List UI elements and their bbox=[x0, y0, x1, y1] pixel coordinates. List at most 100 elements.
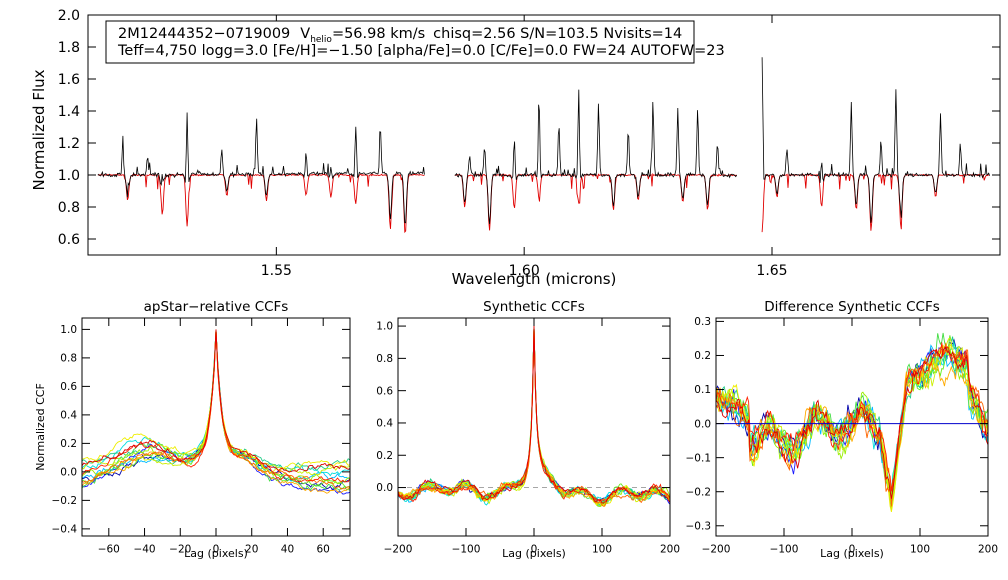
spectrum-ytick-label: 1.0 bbox=[58, 168, 80, 184]
synthetic-ccf-xtick-label: 100 bbox=[592, 544, 612, 556]
synthetic-ccf-ytick-label: 0.2 bbox=[376, 450, 393, 462]
apstar-ccf-xtick-label: −60 bbox=[98, 544, 120, 556]
apstar-ccf-xtick-label: 20 bbox=[245, 544, 258, 556]
difference-ccf-title: Difference Synthetic CCFs bbox=[764, 299, 940, 315]
apstar-ccf-ytick-label: −0.2 bbox=[52, 495, 78, 507]
spectrum-ytick-label: 1.4 bbox=[58, 104, 80, 120]
difference-ccf-series bbox=[716, 332, 988, 513]
apstar-ccf-panel: −60 −40 −20 0 20 40 60 −0.4 −0.2 0.0 0.2 0.4 0.6 0.8 1… bbox=[34, 299, 351, 560]
v-subscript: helio bbox=[310, 35, 332, 45]
observed-spectrum-series bbox=[97, 57, 990, 225]
synthetic-ccf-line bbox=[398, 326, 670, 506]
v-label: V bbox=[300, 26, 310, 42]
annotation-box bbox=[105, 20, 695, 64]
apstar-ccf-line bbox=[82, 329, 350, 483]
apstar-ccf-ytick-label: 0.6 bbox=[60, 381, 77, 393]
synthetic-ccf-title: Synthetic CCFs bbox=[483, 299, 585, 315]
observed-spectrum-line bbox=[761, 57, 990, 223]
apstar-ccf-line bbox=[82, 330, 350, 471]
apstar-ccf-xtick-label: −20 bbox=[169, 544, 191, 556]
synthetic-ccf-line bbox=[398, 326, 670, 504]
apstar-ccf-series bbox=[82, 329, 350, 495]
synthetic-ccf-line bbox=[398, 326, 670, 508]
model-spectrum-line bbox=[454, 173, 737, 231]
apstar-ccf-ytick-label: 0.4 bbox=[60, 410, 77, 422]
apstar-ccf-xtick-label: 60 bbox=[317, 544, 330, 556]
spectrum-plot-frame bbox=[87, 14, 1001, 256]
difference-ccf-xtick-label: −200 bbox=[702, 544, 731, 556]
difference-ccf-ticks: −200 −100 0 100 200 −0.3 −0.2 −0.1 0.0 0.1 0.2 0.3 bbox=[686, 316, 999, 555]
synthetic-ccf-panel: −200 −100 0 100 200 0.0 0.2 0.4 0.6 0.8 1.0 Synthe… bbox=[376, 299, 680, 560]
apstar-ccf-title: apStar−relative CCFs bbox=[144, 299, 289, 315]
synthetic-ccf-line bbox=[398, 326, 670, 507]
spectrum-ytick-label: 2.0 bbox=[58, 8, 80, 24]
apstar-ccf-frame bbox=[81, 317, 351, 537]
v-value: =56.98 km/s bbox=[332, 26, 425, 42]
difference-ccf-line bbox=[716, 347, 988, 502]
synthetic-ccf-line bbox=[398, 326, 670, 507]
fit-stats: chisq=2.56 S/N=103.5 Nvisits=14 bbox=[433, 26, 682, 42]
spectrum-xtick-label: 1.55 bbox=[261, 263, 292, 279]
spectrum-panel: 1.55 1.60 1.65 0.6 0.8 1.0 1.2 1.4 1.6 1.8 2.0 2M1… bbox=[30, 8, 1001, 288]
difference-ccf-panel: −200 −100 0 100 200−0.3−0.2−0.10.00.10.20.3 … bbox=[686, 299, 999, 560]
synthetic-ccf-ytick-label: 1.0 bbox=[376, 321, 393, 333]
difference-ccf-xtick-label: 200 bbox=[978, 544, 998, 556]
synthetic-ccf-ytick-label: 0.0 bbox=[376, 482, 393, 494]
apstar-ccf-ytick-label: 0.2 bbox=[60, 438, 77, 450]
synthetic-ccf-line bbox=[398, 326, 670, 505]
synthetic-ccf-xtick-label: −200 bbox=[384, 544, 413, 556]
apstar-ccf-xtick-label: −40 bbox=[133, 544, 155, 556]
difference-ccf-x-label: Lag (pixels) bbox=[820, 547, 884, 560]
synthetic-ccf-line bbox=[398, 326, 670, 504]
synthetic-ccf-xtick-label: 200 bbox=[660, 544, 680, 556]
model-spectrum-line bbox=[97, 173, 425, 234]
spectrum-y-label: Normalized Flux bbox=[30, 69, 48, 190]
spectrum-axis-ticks: 1.55 1.60 1.65 0.6 0.8 1.0 1.2 1.4 1.6 1.8 2.0 bbox=[58, 8, 1000, 279]
star-id: 2M12444352−0719009 bbox=[118, 26, 290, 42]
synthetic-ccf-xtick-label: −100 bbox=[452, 544, 481, 556]
spectrum-ytick-label: 1.6 bbox=[58, 72, 80, 88]
spectrum-ytick-label: 0.6 bbox=[58, 232, 80, 248]
spectrum-x-label: Wavelength (microns) bbox=[452, 270, 617, 288]
observed-spectrum-line bbox=[97, 112, 425, 224]
synthetic-ccf-ticks: −200 −100 0 100 200 0.0 0.2 0.4 0.6 0.8 1.0 bbox=[376, 318, 680, 556]
synthetic-ccf-ytick-label: 0.6 bbox=[376, 385, 393, 397]
synthetic-ccf-series bbox=[398, 326, 670, 508]
difference-ccf-ytick-label: −0.3 bbox=[686, 520, 712, 532]
annotation-line-2: Teff=4,750 logg=3.0 [Fe/H]=−1.50 [alpha/… bbox=[117, 43, 725, 59]
spectrum-ytick-label: 1.8 bbox=[58, 40, 80, 56]
synthetic-ccf-x-label: Lag (pixels) bbox=[502, 547, 566, 560]
difference-ccf-ytick-label: 0.0 bbox=[694, 418, 711, 430]
model-spectrum-line bbox=[761, 173, 990, 233]
synthetic-ccf-frame bbox=[397, 317, 671, 537]
apstar-ccf-line bbox=[82, 330, 350, 485]
synthetic-ccf-line bbox=[398, 326, 670, 507]
spectrum-xtick-label: 1.65 bbox=[756, 263, 787, 279]
apstar-ccf-x-label: Lag (pixels) bbox=[184, 547, 248, 560]
apstar-ccf-xtick-label: 40 bbox=[281, 544, 294, 556]
synthetic-ccf-line bbox=[398, 326, 670, 506]
spectrum-ytick-label: 0.8 bbox=[58, 200, 80, 216]
difference-ccf-ytick-label: −0.2 bbox=[686, 486, 712, 498]
synthetic-ccf-xtick-label: 0 bbox=[531, 544, 538, 556]
apstar-ccf-ytick-label: 0.8 bbox=[60, 353, 77, 365]
apstar-ccf-xtick-label: 0 bbox=[213, 544, 220, 556]
synthetic-ccf-ytick-label: 0.8 bbox=[376, 353, 393, 365]
observed-spectrum-line bbox=[454, 89, 738, 225]
apstar-ccf-ticks: −60 −40 −20 0 20 40 60 −0.4 −0.2 0.0 0.2 0.4 0.6 0.8 1… bbox=[52, 318, 350, 556]
apstar-ccf-ytick-label: −0.4 bbox=[52, 524, 78, 536]
difference-ccf-xtick-label: 100 bbox=[910, 544, 930, 556]
difference-ccf-xtick-label: 0 bbox=[849, 544, 856, 556]
difference-ccf-ytick-label: −0.1 bbox=[686, 452, 712, 464]
spectrum-ytick-label: 1.2 bbox=[58, 136, 80, 152]
difference-ccf-ytick-label: 0.2 bbox=[694, 350, 711, 362]
difference-ccf-xtick-label: −100 bbox=[770, 544, 799, 556]
apstar-ccf-ytick-label: 1.0 bbox=[60, 324, 77, 336]
difference-ccf-line bbox=[716, 346, 988, 499]
apstar-ccf-line bbox=[82, 330, 350, 491]
difference-ccf-ytick-label: 0.3 bbox=[694, 316, 711, 328]
apstar-ccf-line bbox=[82, 330, 350, 474]
apstar-ccf-ytick-label: 0.0 bbox=[60, 467, 77, 479]
synthetic-ccf-line bbox=[398, 326, 670, 503]
